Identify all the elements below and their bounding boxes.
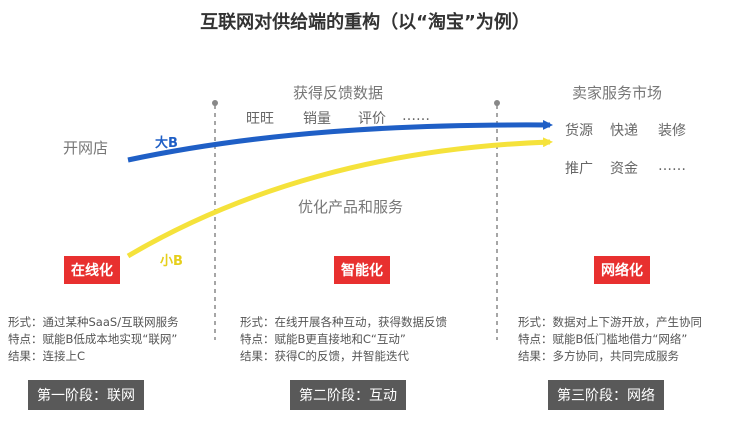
desc-line: 结果：获得C的反馈，并智能迭代 [240,349,410,363]
phase-1-desc: 形式：通过某种SaaS/互联网服务 特点：赋能B低成本地实现“联网” 结果：连接… [8,314,179,365]
market-item: 快递 [610,123,638,139]
desc-line: 特点：赋能B更直接地和C“互动” [240,332,406,346]
stage-1-box: 第一阶段：联网 [28,380,144,410]
open-shop-label: 开网店 [63,139,109,157]
market-item: 推广 [565,161,593,177]
feedback-item: …… [402,108,430,124]
separator-1-dot [212,100,218,106]
stage-3-box: 第三阶段：网络 [548,380,664,410]
desc-line: 特点：赋能B低成本地实现“联网” [8,332,178,346]
desc-line: 结果：连接上C [8,349,86,363]
phase-tag-intelligent: 智能化 [334,256,390,284]
market-item: 资金 [610,161,638,177]
desc-line: 形式：数据对上下游开放，产生协同 [518,315,702,329]
phase-2-desc: 形式：在线开展各种互动，获得数据反馈 特点：赋能B更直接地和C“互动” 结果：获… [240,314,447,365]
phase-tag-network: 网络化 [594,256,650,284]
desc-line: 特点：赋能B低门槛地借力“网络” [518,332,688,346]
phase-3-desc: 形式：数据对上下游开放，产生协同 特点：赋能B低门槛地借力“网络” 结果：多方协… [518,314,702,365]
market-item: 装修 [658,123,686,139]
page-title: 互联网对供给端的重构（以“淘宝”为例） [200,12,530,33]
desc-line: 结果：多方协同，共同完成服务 [518,349,679,363]
market-item: 货源 [565,123,593,139]
optimize-label: 优化产品和服务 [298,198,404,216]
desc-line: 形式：通过某种SaaS/互联网服务 [8,315,179,329]
market-item: …… [658,158,686,174]
feedback-item: 旺旺 [246,111,274,127]
stage-2-box: 第二阶段：互动 [290,380,406,410]
seller-market-label: 卖家服务市场 [572,84,663,102]
feedback-item: 评价 [358,111,386,127]
small-b-label: 小B [160,254,183,269]
small-b-arrow [126,137,553,259]
feedback-item: 销量 [303,111,331,127]
feedback-label: 获得反馈数据 [293,84,384,102]
phase-tag-online: 在线化 [64,256,120,284]
separator-2-dot [494,100,500,106]
desc-line: 形式：在线开展各种互动，获得数据反馈 [240,315,447,329]
big-b-label: 大B [155,136,178,151]
big-b-arrow [127,119,553,163]
